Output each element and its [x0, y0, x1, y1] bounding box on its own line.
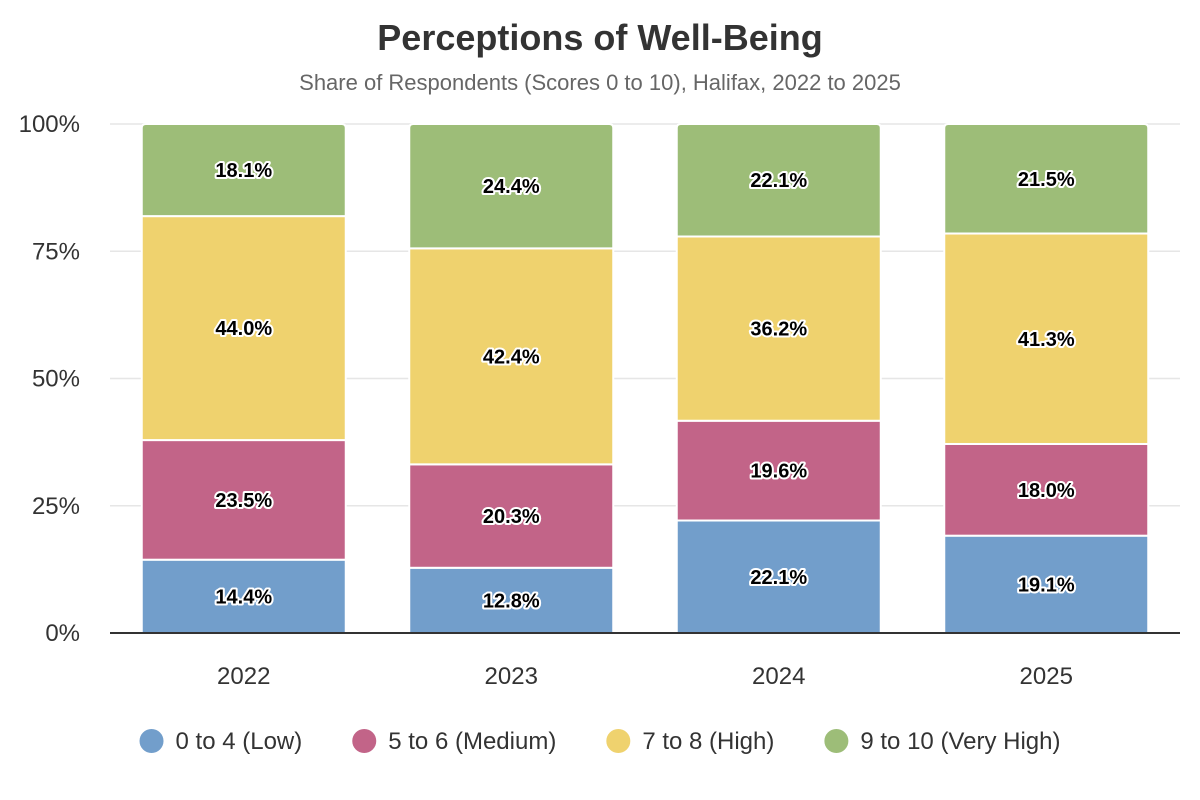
bar-segment: [675, 519, 882, 634]
bar-segment: [943, 123, 1150, 235]
legend-items: 0 to 4 (Low) 5 to 6 (Medium) 7 to 8 (High)…: [139, 728, 1060, 755]
x-tick-label: 2022: [217, 663, 270, 690]
data-label: 18.1%: [215, 160, 272, 182]
legend-label: 7 to 8 (High): [642, 728, 774, 755]
bar-segment: [943, 534, 1150, 634]
x-tick-label: 2025: [1020, 663, 1073, 690]
legend-item[interactable]: 0 to 4 (Low): [139, 728, 303, 755]
bar-segment: [675, 419, 882, 522]
legend-marker: [352, 729, 377, 753]
legend-label: 0 to 4 (Low): [176, 728, 303, 755]
data-label: 41.3%: [1018, 329, 1075, 351]
bar-segment: [408, 123, 615, 250]
legend: 0 to 4 (Low) 5 to 6 (Medium) 7 to 8 (High)…: [139, 728, 1060, 755]
data-label: 36.2%: [750, 319, 807, 341]
chart-subtitle: Share of Respondents (Scores 0 to 10), H…: [299, 70, 901, 95]
legend-marker: [606, 729, 631, 753]
data-label: 14.4%: [215, 586, 272, 608]
data-label: 19.1%: [1018, 574, 1075, 596]
data-labels: 14.4% 23.5% 44.0% 18.1% 12.8% 20.3% 42.4% 24.4%…: [213, 158, 1076, 614]
bar-segment: [675, 123, 882, 238]
x-axis-ticks: 2022 2023 2024 2025: [217, 663, 1073, 690]
data-label: 21.5%: [1018, 169, 1075, 191]
y-axis-ticks: 0% 25% 50% 75% 100%: [19, 111, 80, 647]
y-tick-label: 75%: [32, 238, 80, 265]
chart-title: Perceptions of Well-Being: [377, 17, 822, 58]
y-tick-label: 25%: [32, 493, 80, 520]
bar-segment: [140, 215, 347, 442]
bar-segment: [408, 463, 615, 569]
bar-segment: [943, 232, 1150, 445]
y-tick-label: 100%: [19, 111, 80, 138]
data-label: 19.6%: [750, 461, 807, 483]
data-label: 18.0%: [1018, 480, 1075, 502]
x-tick-label: 2023: [485, 663, 538, 690]
bar-segment: [140, 439, 347, 561]
data-label: 23.5%: [215, 490, 272, 512]
bar-segment: [408, 247, 615, 466]
y-tick-label: 50%: [32, 366, 80, 393]
data-label: 44.0%: [215, 318, 272, 340]
legend-label: 9 to 10 (Very High): [860, 728, 1060, 755]
bar-segment: [675, 235, 882, 422]
bar-segment: [140, 558, 347, 634]
data-label: 22.1%: [750, 170, 807, 192]
data-label: 42.4%: [483, 346, 540, 368]
data-label: 22.1%: [750, 567, 807, 589]
legend-item[interactable]: 7 to 8 (High): [606, 728, 774, 755]
legend-item[interactable]: 5 to 6 (Medium): [352, 728, 556, 755]
x-tick-label: 2024: [752, 663, 805, 690]
legend-marker: [824, 729, 849, 753]
bar-segment: [140, 123, 347, 218]
legend-label: 5 to 6 (Medium): [388, 728, 556, 755]
data-label: 24.4%: [483, 176, 540, 198]
legend-item[interactable]: 9 to 10 (Very High): [824, 728, 1060, 755]
data-label: 20.3%: [483, 506, 540, 528]
data-label: 12.8%: [483, 590, 540, 612]
bars: [140, 123, 1150, 634]
legend-marker: [139, 729, 164, 753]
y-tick-label: 0%: [45, 620, 80, 647]
bar-segment: [943, 442, 1150, 537]
bar-segment: [408, 566, 615, 634]
